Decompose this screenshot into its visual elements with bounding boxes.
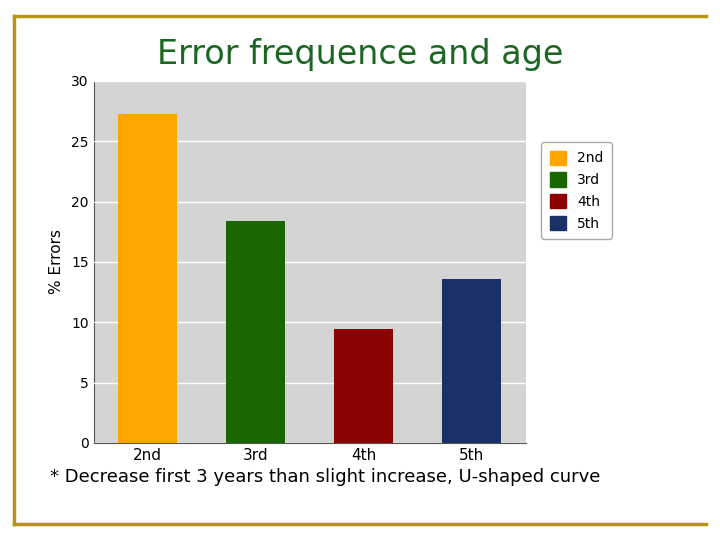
Legend: 2nd, 3rd, 4th, 5th: 2nd, 3rd, 4th, 5th [541, 142, 612, 239]
Text: * Decrease first 3 years than slight increase, U-shaped curve: * Decrease first 3 years than slight inc… [50, 468, 600, 486]
Bar [226, 221, 285, 443]
Y-axis label: % Errors: % Errors [49, 230, 64, 294]
Bar [442, 279, 501, 443]
Text: Error frequence and age: Error frequence and age [157, 38, 563, 71]
Bar [334, 329, 393, 443]
Bar [118, 113, 177, 443]
